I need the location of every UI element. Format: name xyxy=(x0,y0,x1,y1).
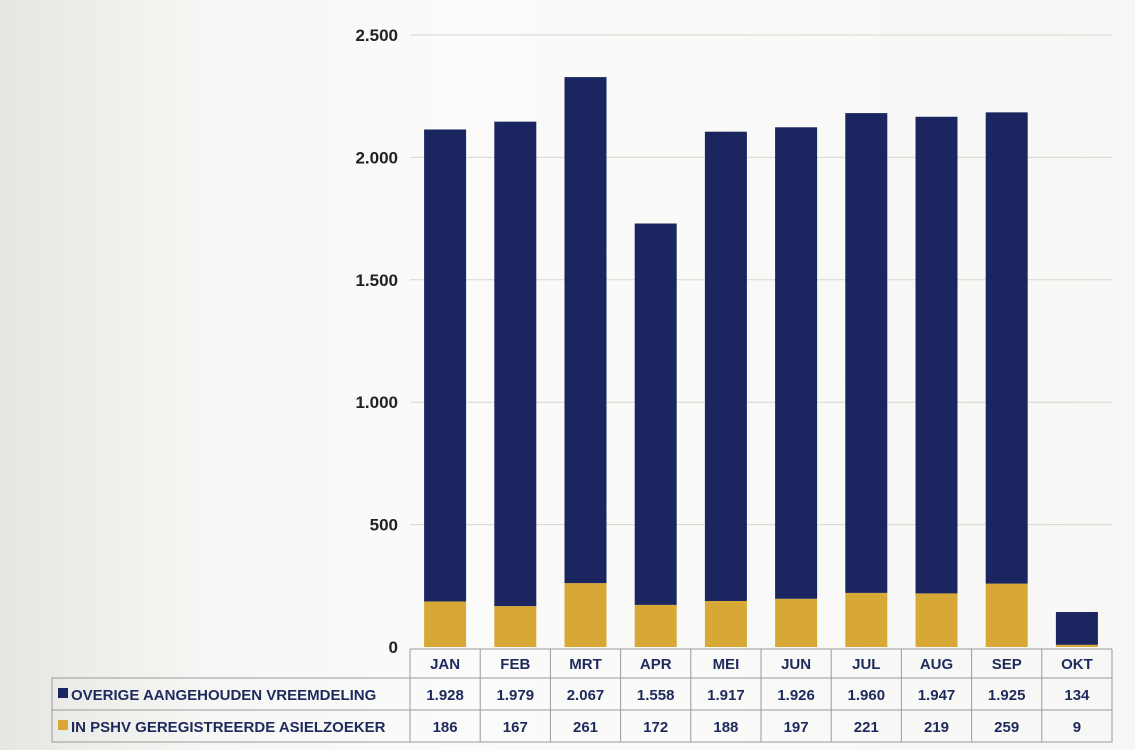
bar-segment xyxy=(634,604,677,647)
data-label: 1.947 xyxy=(918,687,956,704)
data-label: 1.925 xyxy=(988,687,1026,704)
bar-segment xyxy=(704,600,747,647)
bar-segment xyxy=(424,129,467,602)
legend-label: OVERIGE AANGEHOUDEN VREEMDELING xyxy=(71,687,376,704)
y-tick-label: 2.500 xyxy=(355,26,398,45)
data-label: 1.979 xyxy=(497,687,535,704)
data-label: 197 xyxy=(784,719,809,736)
bar-segment xyxy=(634,223,677,605)
bar-segment xyxy=(845,113,888,593)
category-label: MRT xyxy=(569,656,602,673)
data-label: 1.558 xyxy=(637,687,675,704)
category-label: JUL xyxy=(852,656,880,673)
data-label: 186 xyxy=(433,719,458,736)
bars xyxy=(424,77,1098,647)
bar-segment xyxy=(775,127,818,599)
bar-segment xyxy=(1055,611,1098,645)
data-label: 188 xyxy=(713,719,738,736)
legend-swatch xyxy=(58,688,68,698)
data-table: JAN FEB MRT APR MEI JUN JUL AUG SEP OKT OVERIGE AA… xyxy=(51,648,1113,743)
category-label: JAN xyxy=(430,656,460,673)
data-label: 1.926 xyxy=(777,687,815,704)
data-label: 1.960 xyxy=(848,687,886,704)
category-label: JUN xyxy=(781,656,811,673)
data-label: 219 xyxy=(924,719,949,736)
bar-segment xyxy=(915,116,958,594)
data-label: 1.917 xyxy=(707,687,745,704)
category-label: FEB xyxy=(500,656,530,673)
category-label: SEP xyxy=(992,656,1022,673)
y-tick-label: 500 xyxy=(370,516,398,535)
bar-segment xyxy=(564,77,607,584)
legend-swatch xyxy=(58,720,68,730)
bar-segment xyxy=(494,121,537,607)
data-label: 2.067 xyxy=(567,687,605,704)
bar-segment xyxy=(424,601,467,647)
legend-label: IN PSHV GEREGISTREERDE ASIELZOEKER xyxy=(71,719,386,736)
bar-segment xyxy=(494,606,537,647)
bar-segment xyxy=(775,598,818,647)
bar-segment xyxy=(1055,644,1098,647)
category-label: MEI xyxy=(713,656,740,673)
y-tick-label: 0 xyxy=(389,638,398,657)
y-tick-label: 2.000 xyxy=(355,148,398,167)
category-label: OKT xyxy=(1061,656,1093,673)
y-axis-ticks: 0 500 1.000 1.500 2.000 2.500 xyxy=(355,26,398,657)
bar-segment xyxy=(845,592,888,647)
data-label: 261 xyxy=(573,719,598,736)
bar-segment xyxy=(985,112,1028,584)
data-label: 134 xyxy=(1064,687,1090,704)
data-label: 167 xyxy=(503,719,528,736)
category-label: AUG xyxy=(920,656,953,673)
data-label: 9 xyxy=(1073,719,1081,736)
bar-segment xyxy=(915,593,958,647)
category-label: APR xyxy=(640,656,672,673)
y-tick-label: 1.500 xyxy=(355,271,398,290)
bar-segment xyxy=(564,583,607,647)
bar-segment xyxy=(985,583,1028,647)
y-tick-label: 1.000 xyxy=(355,393,398,412)
data-label: 1.928 xyxy=(426,687,464,704)
data-label: 172 xyxy=(643,719,668,736)
data-label: 259 xyxy=(994,719,1019,736)
bar-segment xyxy=(704,131,747,601)
data-label: 221 xyxy=(854,719,879,736)
